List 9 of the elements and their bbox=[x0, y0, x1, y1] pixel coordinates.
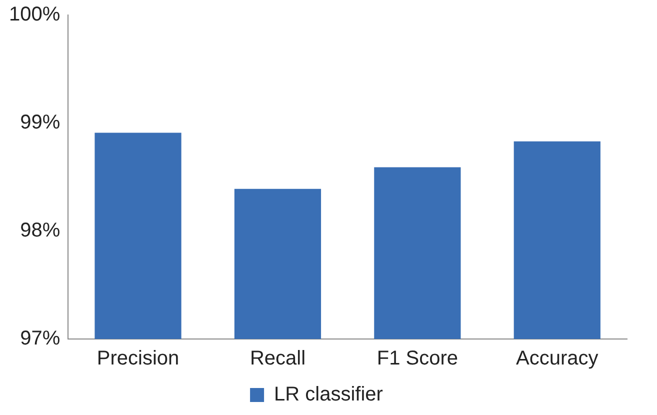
y-tick-label: 100% bbox=[8, 4, 60, 26]
y-tick-label: 97% bbox=[20, 328, 60, 350]
y-tick-label: 98% bbox=[20, 220, 60, 242]
legend-label: LR classifier bbox=[274, 384, 384, 406]
y-tick-label: 99% bbox=[20, 112, 60, 134]
x-tick-label: F1 Score bbox=[376, 348, 458, 370]
x-tick-label: Precision bbox=[96, 348, 180, 370]
x-tick-label: Accuracy bbox=[516, 348, 598, 370]
x-tick-label: Recall bbox=[250, 348, 306, 370]
